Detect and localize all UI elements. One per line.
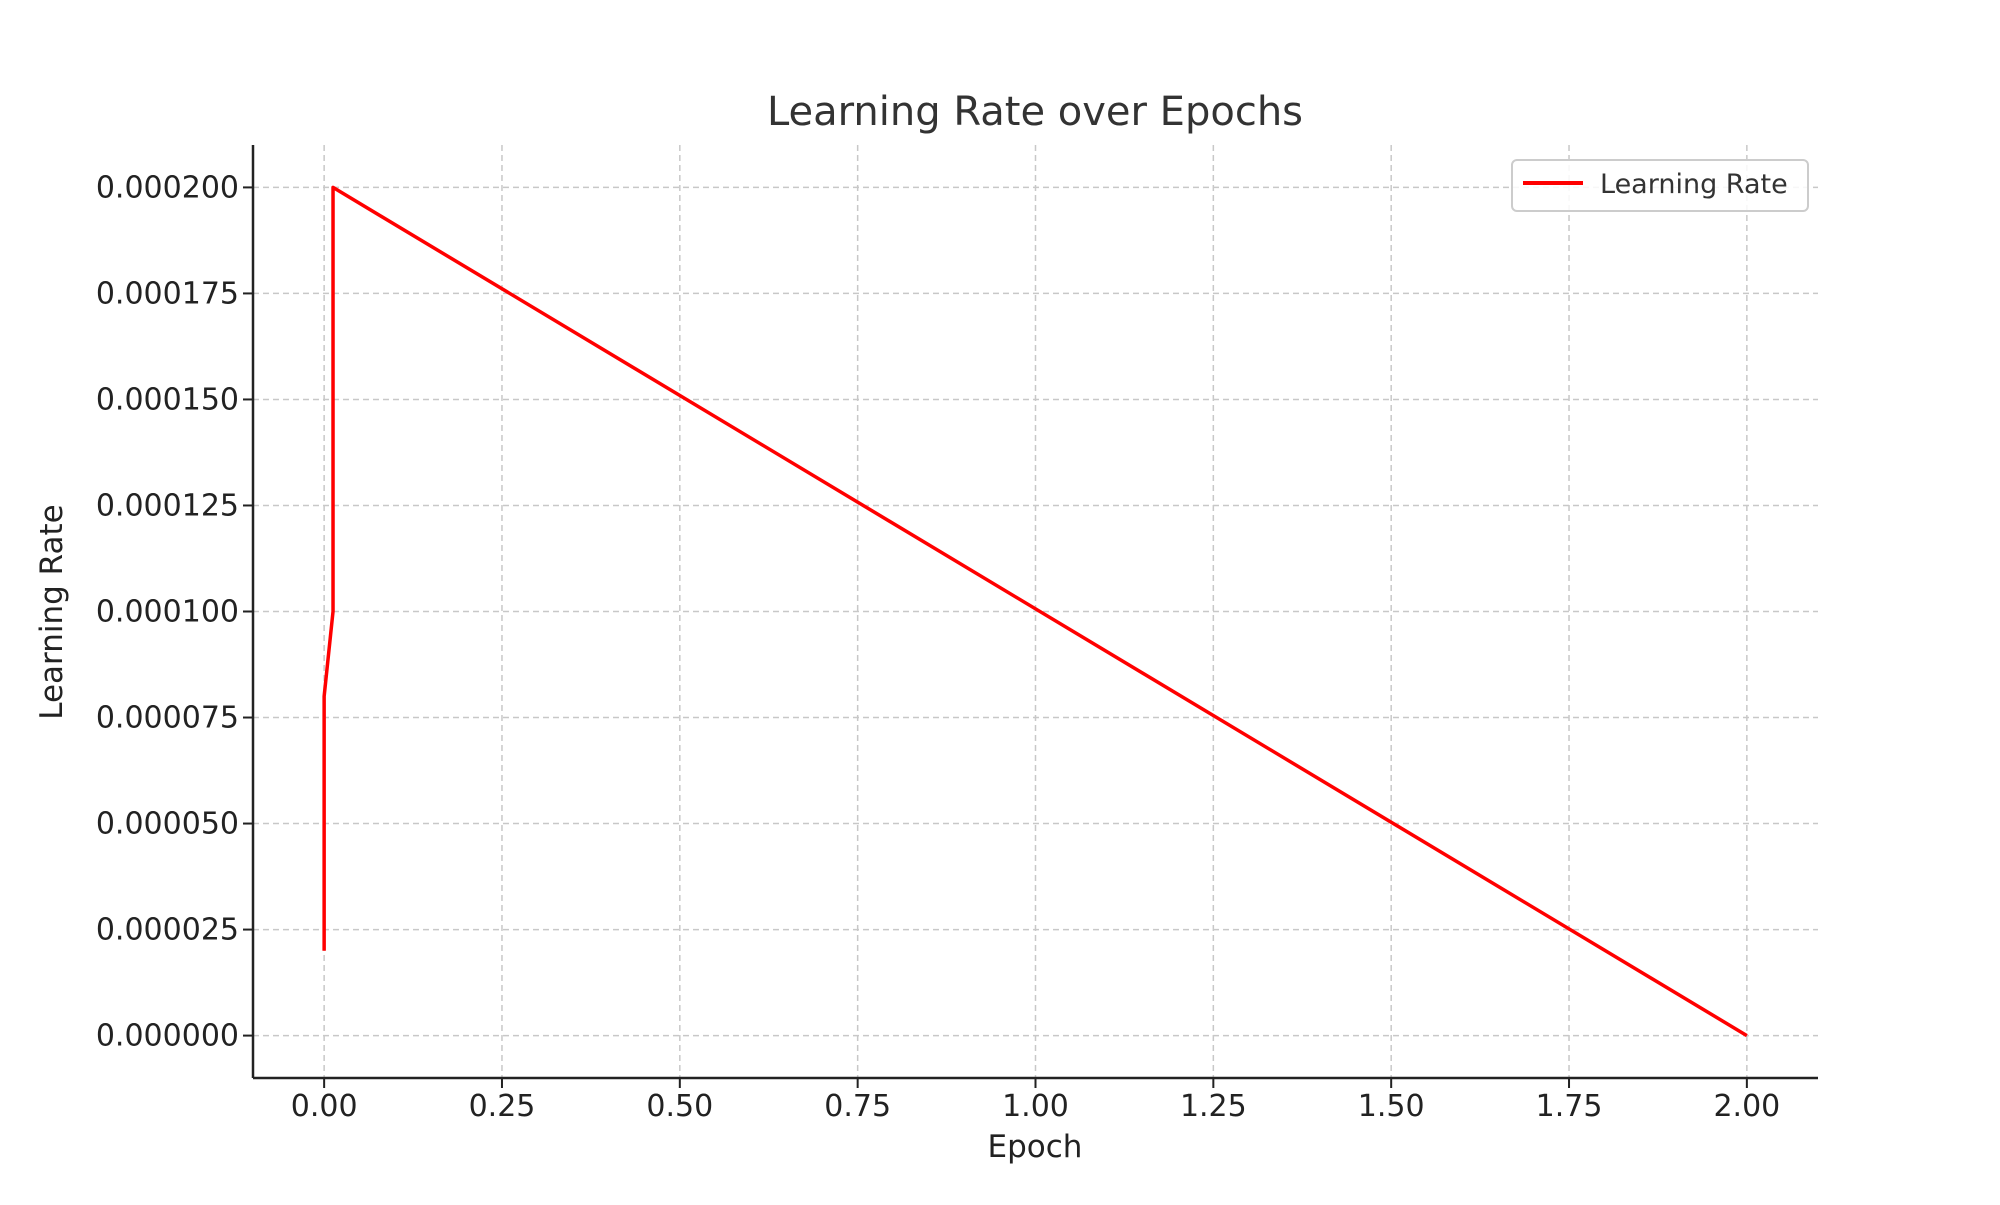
chart-title: Learning Rate over Epochs [767,89,1303,135]
x-tick-label-1: 0.25 [469,1089,536,1124]
x-tick-label-7: 1.75 [1536,1089,1603,1124]
legend-label-learning-rate: Learning Rate [1600,169,1788,200]
y-tick-label-0: 0.000000 [96,1019,239,1054]
x-tick-label-3: 0.75 [824,1089,891,1124]
legend: Learning Rate [1511,159,1809,212]
y-tick-label-6: 0.000150 [96,382,239,417]
legend-box [1511,159,1809,212]
x-tick-label-4: 1.00 [1002,1089,1069,1124]
y-tick-label-4: 0.000100 [96,595,239,630]
y-tick-label-7: 0.000175 [96,276,239,311]
y-tick-label-5: 0.000125 [96,488,239,523]
y-tick-label-1: 0.000025 [96,913,239,948]
series [322,185,1748,1038]
y-ticks: 0.000000 0.000025 0.000050 0.000075 0.000100… [96,170,253,1054]
x-tick-label-6: 1.50 [1358,1089,1425,1124]
series-line-learning-rate [322,185,1748,1038]
x-tick-label-5: 1.25 [1180,1089,1247,1124]
x-axis-label: Epoch [988,1129,1083,1165]
y-axis-label: Learning Rate [34,504,70,720]
grid [253,145,1818,1078]
x-tick-label-0: 0.00 [291,1089,358,1124]
x-tick-label-8: 2.00 [1713,1089,1780,1124]
x-tick-label-2: 0.50 [646,1089,713,1124]
y-tick-label-8: 0.000200 [96,170,239,205]
y-tick-label-2: 0.000050 [96,807,239,842]
y-tick-label-3: 0.000075 [96,701,239,736]
x-ticks: 0.00 0.25 0.50 0.75 1.00 1.25 1.50 1.75 2.00 [291,1078,1780,1124]
